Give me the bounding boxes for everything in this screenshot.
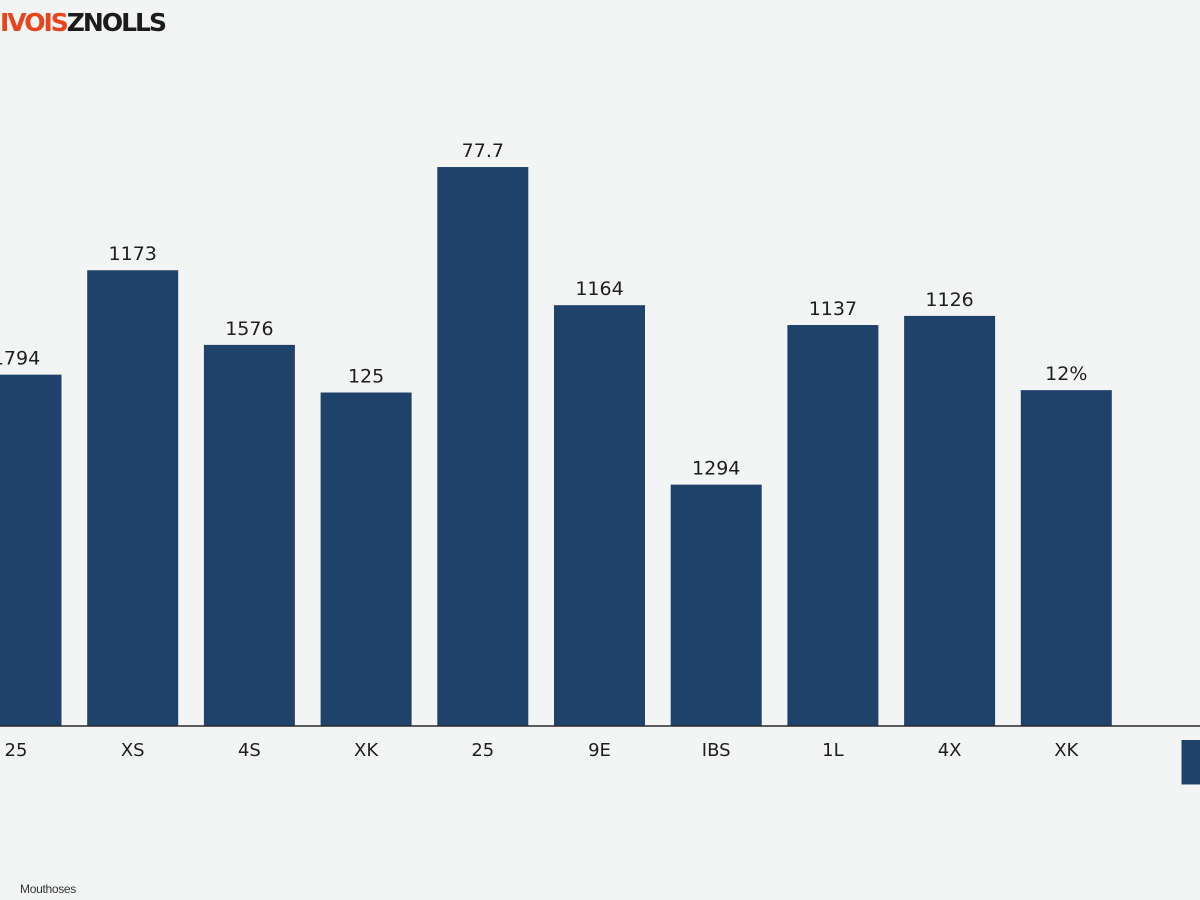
x-tick-labels-group: 25 XS 4S XK 25 9E IBS 1L 4X XK	[5, 740, 1080, 761]
bar-9	[1020, 390, 1112, 726]
x-tick-label-1: XS	[121, 740, 145, 761]
x-tick-label-3: XK	[354, 740, 379, 761]
brand-logo: IVOISZNOLLS	[0, 8, 167, 38]
data-label-0: 1794	[0, 348, 40, 370]
x-tick-label-4: 25	[471, 740, 494, 761]
data-labels-group: 17941173157612577.7116412941137112612%11…	[0, 140, 1087, 480]
bars-group	[0, 167, 1200, 785]
bar-8	[904, 315, 996, 726]
bar-6	[670, 484, 762, 726]
data-label-7: 1137	[809, 298, 857, 320]
bar-7	[787, 325, 879, 726]
x-tick-label-8: 4X	[938, 740, 962, 761]
data-label-2: 1576	[225, 318, 273, 340]
data-label-3: 125	[348, 366, 384, 388]
logo-text-accent: IVOIS	[0, 8, 69, 37]
x-tick-label-6: IBS	[702, 740, 731, 761]
data-label-8: 1126	[925, 289, 973, 311]
x-tick-label-9: XK	[1054, 740, 1079, 761]
footer-caption: Mouthoses	[20, 882, 76, 896]
bar-3	[320, 392, 412, 726]
x-tick-label-7: 1L	[822, 740, 843, 761]
bar-1	[87, 270, 179, 726]
bar-2	[203, 344, 295, 726]
x-tick-label-0: 25	[5, 740, 28, 761]
x-tick-label-2: 4S	[238, 740, 261, 761]
bar-0	[0, 374, 62, 726]
logo-text-main: ZNOLLS	[66, 8, 167, 37]
x-tick-label-5: 9E	[588, 740, 611, 761]
data-label-6: 1294	[692, 458, 740, 480]
data-label-5: 1164	[575, 278, 623, 300]
data-label-9: 12%	[1045, 363, 1087, 385]
bar-10	[1181, 740, 1200, 785]
bar-4	[437, 167, 529, 727]
bar-5	[554, 305, 645, 726]
data-label-4: 77.7	[462, 140, 504, 162]
data-label-1: 1173	[109, 243, 157, 265]
